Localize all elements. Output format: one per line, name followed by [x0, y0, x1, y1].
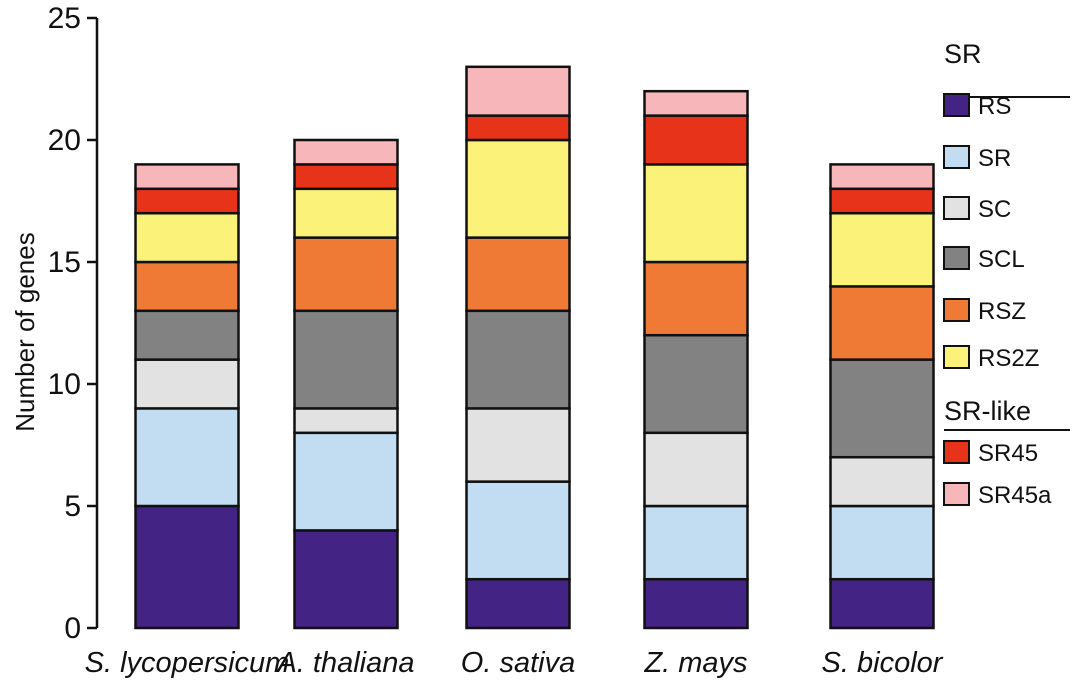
bars: [134, 65, 935, 630]
bar-segment-scl: [293, 309, 399, 410]
y-tick-label: 5: [64, 490, 81, 523]
legend-label: RS: [978, 93, 1011, 120]
legend-item-rs: RS: [943, 93, 1011, 120]
bar-segment-sr45a: [643, 89, 749, 117]
bar-segment-rsz: [829, 285, 935, 361]
legend-item-sr45a: SR45a: [943, 482, 1052, 509]
bar-segment-sr45: [293, 163, 399, 191]
legend-label: SC: [978, 196, 1011, 223]
bar-segment-rs2z: [134, 211, 240, 264]
x-tick-label: S. bicolor: [822, 647, 944, 679]
bar-segment-sr: [643, 504, 749, 581]
legend: SR RS SR SC SCL RSZ RS2Z SR-like SR45 SR45a: [943, 39, 1070, 509]
x-tick-label: Z. mays: [643, 647, 747, 679]
x-tick-label: S. lycopersicum: [85, 647, 290, 679]
bar-segment-scl: [829, 358, 935, 459]
x-tick-label: A. thaliana: [275, 647, 414, 679]
bar-segment-rs: [829, 577, 935, 630]
legend-swatch: [943, 196, 970, 220]
legend-item-scl: SCL: [943, 246, 1025, 273]
bar-segment-rsz: [293, 236, 399, 313]
y-axis: 0 5 10 15 20 25: [48, 2, 99, 645]
legend-swatch: [943, 246, 970, 270]
bar-segment-rs2z: [465, 138, 571, 239]
bar-segment-rsz: [134, 260, 240, 313]
bar-segment-scl: [643, 333, 749, 435]
bar-segment-sc: [465, 407, 571, 483]
y-tick-label: 15: [48, 246, 81, 279]
bar-segment-scl: [134, 309, 240, 361]
y-tick-label: 20: [48, 124, 81, 157]
legend-label: SR: [978, 145, 1011, 172]
bar-segment-sc: [293, 407, 399, 435]
bar-segment-sr: [465, 480, 571, 581]
y-tick-label: 10: [48, 368, 81, 401]
legend-label: RSZ: [978, 298, 1026, 325]
y-tick-label: 0: [64, 612, 81, 645]
bar-stack-z-mays: [643, 89, 749, 630]
legend-swatch: [943, 345, 970, 369]
legend-group-title: SR: [944, 39, 982, 69]
bar-segment-rsz: [465, 236, 571, 313]
bar-segment-sr: [829, 504, 935, 581]
legend-swatch: [943, 298, 970, 322]
bar-segment-scl: [465, 309, 571, 410]
bar-segment-sr45a: [465, 65, 571, 117]
bar-segment-sr45a: [134, 163, 240, 191]
legend-item-sr45: SR45: [943, 440, 1038, 467]
y-tick-label: 25: [48, 2, 81, 35]
bar-segment-sc: [829, 455, 935, 508]
legend-label: SCL: [978, 246, 1025, 273]
bar-segment-sc: [643, 431, 749, 508]
legend-item-sr: SR: [943, 145, 1011, 172]
bar-segment-rs2z: [829, 211, 935, 288]
bar-segment-sr45: [829, 187, 935, 215]
legend-label: SR45a: [978, 482, 1052, 509]
legend-item-rsz: RSZ: [943, 298, 1026, 325]
legend-group-title: SR-like: [944, 396, 1031, 426]
bar-segment-rs: [134, 504, 240, 630]
bar-segment-rs2z: [293, 187, 399, 239]
bar-stack-s-lycopersicum: [134, 163, 240, 630]
legend-swatch: [943, 482, 970, 506]
x-tick-label: O. sativa: [461, 647, 575, 679]
bar-segment-sr45: [465, 114, 571, 142]
bar-segment-sr45a: [829, 163, 935, 191]
bar-segment-sc: [134, 358, 240, 410]
legend-swatch: [943, 145, 970, 169]
bar-segment-rsz: [643, 260, 749, 337]
legend-item-sc: SC: [943, 196, 1011, 223]
bar-segment-sr: [134, 407, 240, 508]
bar-stack-o-sativa: [465, 65, 571, 630]
legend-label: RS2Z: [978, 345, 1039, 372]
bar-segment-rs: [465, 577, 571, 630]
bar-stack-s-bicolor: [829, 163, 935, 630]
bar-segment-rs: [293, 529, 399, 630]
bar-segment-sr45a: [293, 138, 399, 166]
bar-segment-rs: [643, 577, 749, 630]
legend-swatch: [943, 93, 970, 117]
bar-stack-a-thaliana: [293, 138, 399, 630]
legend-swatch: [943, 440, 970, 464]
bar-segment-sr45: [643, 114, 749, 166]
legend-label: SR45: [978, 440, 1038, 467]
legend-item-rs2z: RS2Z: [943, 345, 1039, 372]
bar-segment-rs2z: [643, 163, 749, 264]
bar-segment-sr45: [134, 187, 240, 215]
y-axis-title: Number of genes: [10, 232, 40, 431]
bar-segment-sr: [293, 431, 399, 532]
